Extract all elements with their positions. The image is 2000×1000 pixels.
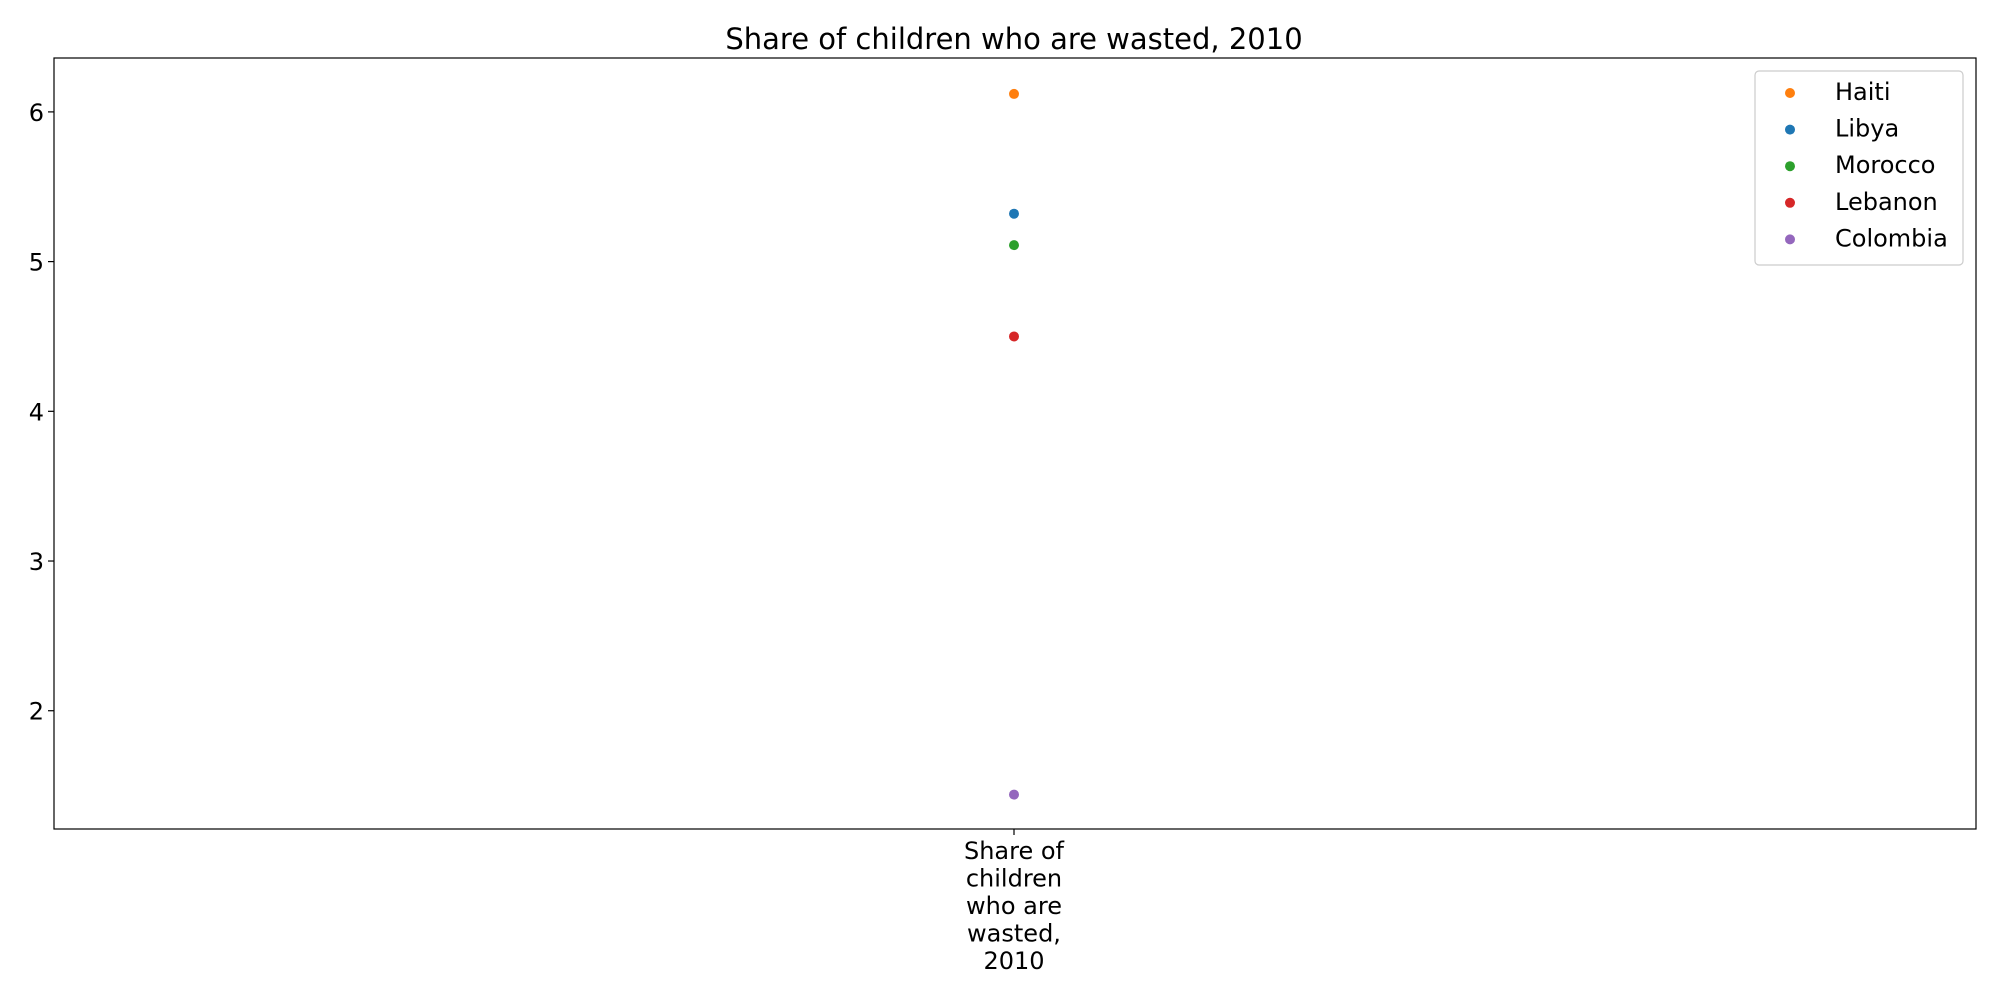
point-colombia <box>1009 789 1019 800</box>
y-tick-label: 5 <box>29 249 44 277</box>
x-tick-label-line: who are <box>966 892 1062 920</box>
x-tick-label-line: children <box>966 865 1062 893</box>
legend-label: Morocco <box>1835 151 1936 179</box>
legend-marker <box>1785 124 1795 135</box>
legend-item: Colombia <box>1785 224 1948 252</box>
x-tick-label-line: wasted, <box>967 920 1061 948</box>
y-axis: 2 3 4 5 6 <box>29 99 54 726</box>
legend-label: Colombia <box>1835 224 1948 252</box>
point-libya <box>1009 208 1019 219</box>
y-tick-label: 2 <box>29 698 44 726</box>
legend-item: Lebanon <box>1785 188 1938 216</box>
point-morocco <box>1009 240 1019 251</box>
legend-label: Libya <box>1835 115 1899 143</box>
legend-item: Haiti <box>1785 78 1891 106</box>
x-axis: Share of children who are wasted, 2010 <box>964 829 1065 975</box>
legend-marker <box>1785 88 1795 98</box>
x-tick-label-line: Share of <box>964 837 1065 865</box>
legend-item: Libya <box>1785 115 1899 143</box>
point-haiti <box>1009 88 1019 99</box>
legend-item: Morocco <box>1785 151 1936 179</box>
x-tick-label: Share of children who are wasted, 2010 <box>964 837 1065 975</box>
y-tick-label: 3 <box>29 548 44 576</box>
legend-box <box>1754 70 1964 266</box>
x-tick-label-line: 2010 <box>983 947 1044 975</box>
legend-label: Lebanon <box>1835 188 1938 216</box>
y-tick-label: 4 <box>29 398 44 426</box>
legend-marker <box>1785 197 1795 208</box>
legend: Haiti Libya Morocco Lebanon Colombia <box>1754 70 1964 266</box>
point-lebanon <box>1009 331 1019 342</box>
chart-title: Share of children who are wasted, 2010 <box>725 22 1302 56</box>
legend-label: Haiti <box>1835 78 1891 106</box>
legend-marker <box>1785 234 1795 245</box>
y-tick-label: 6 <box>29 99 44 127</box>
data-points <box>1009 88 1019 800</box>
legend-marker <box>1785 161 1795 172</box>
plot-area <box>53 57 1977 830</box>
